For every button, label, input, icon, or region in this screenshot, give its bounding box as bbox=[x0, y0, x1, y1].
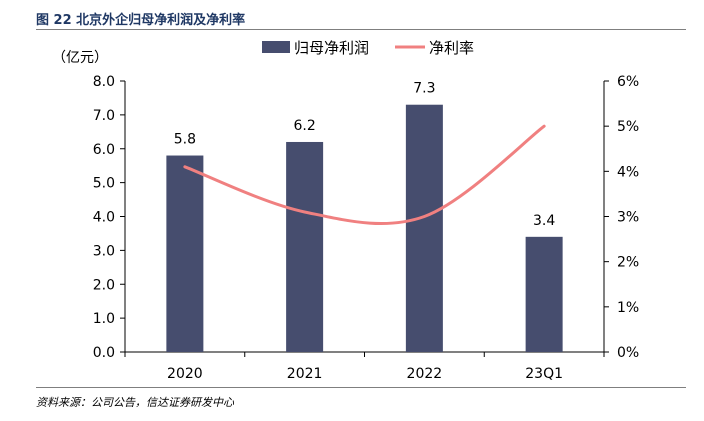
right-axis-tick-label: 1% bbox=[617, 300, 639, 316]
bar-data-label: 3.4 bbox=[533, 213, 555, 229]
bar-data-label: 6.2 bbox=[293, 118, 315, 134]
left-axis-tick-label: 1.0 bbox=[93, 311, 115, 327]
net-margin-line bbox=[183, 124, 546, 226]
figure-title-bar: 图 22 北京外企归母净利润及净利率 bbox=[36, 6, 686, 30]
right-axis-tick-label: 5% bbox=[617, 119, 639, 135]
bar-data-label: 7.3 bbox=[413, 81, 435, 97]
right-axis-tick-label: 4% bbox=[617, 164, 639, 180]
title-underline bbox=[36, 29, 686, 30]
left-axis-tick-label: 5.0 bbox=[93, 176, 115, 192]
bar bbox=[525, 236, 563, 352]
bar-data-label: 5.8 bbox=[174, 132, 196, 148]
source-note: 资料来源：公司公告，信达证券研发中心 bbox=[36, 396, 234, 409]
left-axis-tick-label: 0.0 bbox=[93, 345, 115, 361]
footer-divider bbox=[36, 387, 686, 388]
bar bbox=[405, 104, 443, 353]
left-axis-unit-label: （亿元） bbox=[52, 50, 108, 66]
left-axis-tick-label: 7.0 bbox=[93, 108, 115, 124]
right-axis-tick-label: 0% bbox=[617, 345, 639, 361]
figure-title: 图 22 北京外企归母净利润及净利率 bbox=[36, 13, 246, 28]
x-axis-tick-label: 2022 bbox=[407, 366, 443, 382]
left-axis-tick-label: 6.0 bbox=[93, 142, 115, 158]
legend-bar-label: 归母净利润 bbox=[294, 39, 369, 57]
legend-line-label: 净利率 bbox=[429, 39, 474, 57]
right-axis-tick-label: 2% bbox=[617, 255, 639, 271]
left-axis-tick-label: 3.0 bbox=[93, 243, 115, 259]
bar bbox=[166, 155, 204, 352]
bar bbox=[286, 141, 324, 352]
right-axis-tick-label: 6% bbox=[617, 74, 639, 90]
x-axis-tick-label: 2021 bbox=[287, 366, 323, 382]
legend-bar-swatch bbox=[262, 41, 290, 53]
left-axis-tick-label: 4.0 bbox=[93, 210, 115, 226]
left-axis-tick-label: 8.0 bbox=[93, 74, 115, 90]
right-axis-tick-label: 3% bbox=[617, 210, 639, 226]
x-axis-tick-label: 23Q1 bbox=[525, 366, 563, 382]
left-axis-tick-label: 2.0 bbox=[93, 277, 115, 293]
x-axis-tick-label: 2020 bbox=[167, 366, 203, 382]
